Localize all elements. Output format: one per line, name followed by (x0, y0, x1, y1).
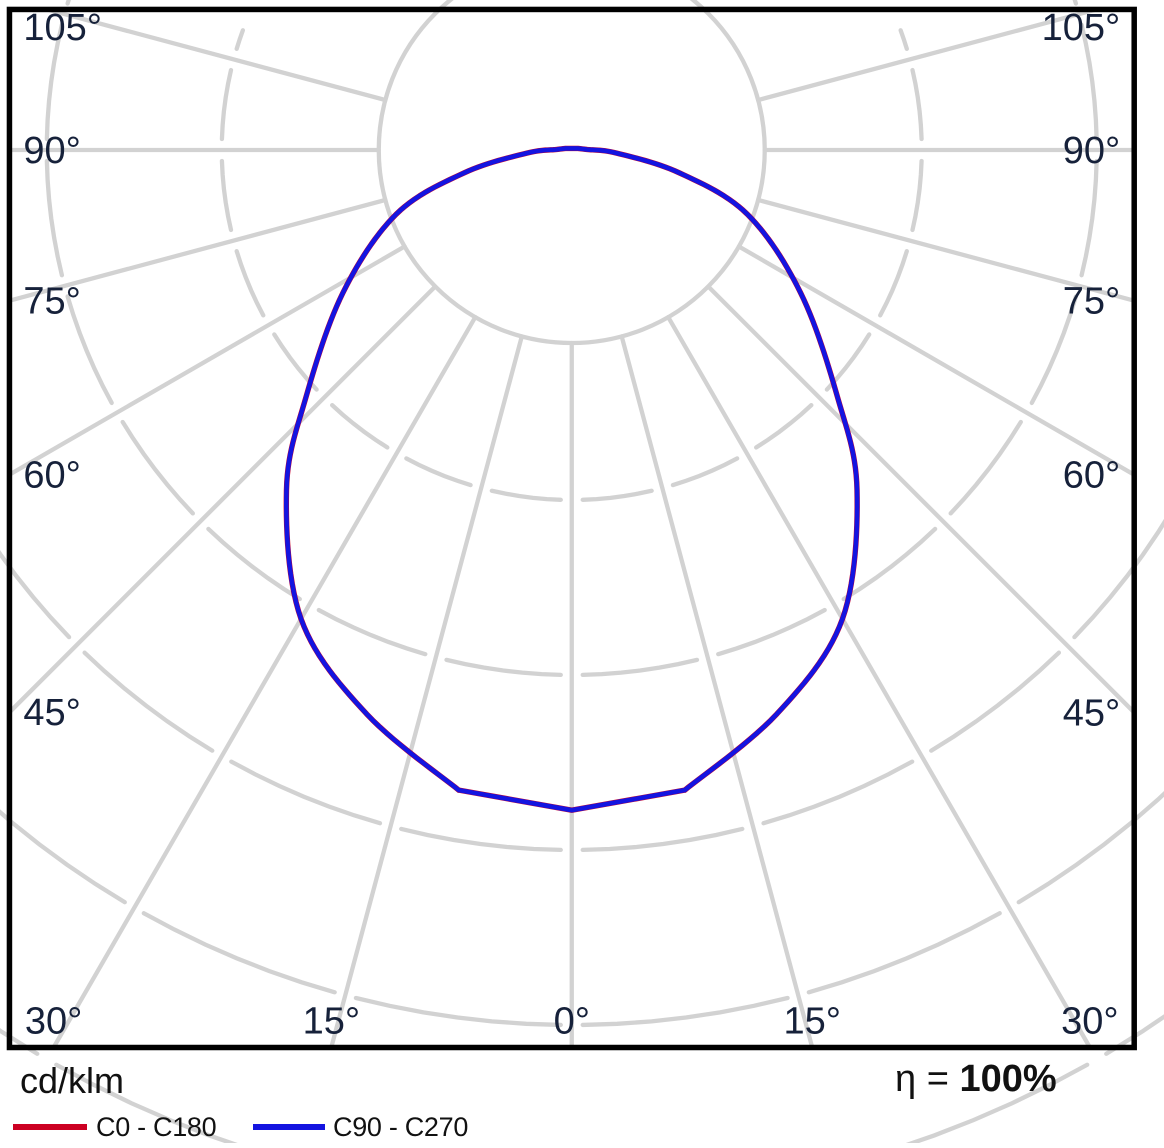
svg-text:30°: 30° (25, 1001, 82, 1043)
svg-text:15°: 15° (783, 1001, 840, 1043)
svg-text:105°: 105° (23, 7, 102, 49)
svg-text:105°: 105° (1042, 7, 1121, 49)
svg-text:45°: 45° (23, 692, 80, 734)
svg-text:60°: 60° (23, 455, 80, 497)
svg-text:75°: 75° (23, 281, 80, 323)
svg-text:90°: 90° (1063, 130, 1120, 172)
svg-text:90°: 90° (23, 130, 80, 172)
svg-text:75°: 75° (1063, 281, 1120, 323)
svg-text:15°: 15° (303, 1001, 360, 1043)
svg-text:45°: 45° (1063, 692, 1120, 734)
svg-text:0°: 0° (554, 1001, 590, 1043)
svg-text:60°: 60° (1063, 455, 1120, 497)
svg-text:30°: 30° (1061, 1001, 1118, 1043)
